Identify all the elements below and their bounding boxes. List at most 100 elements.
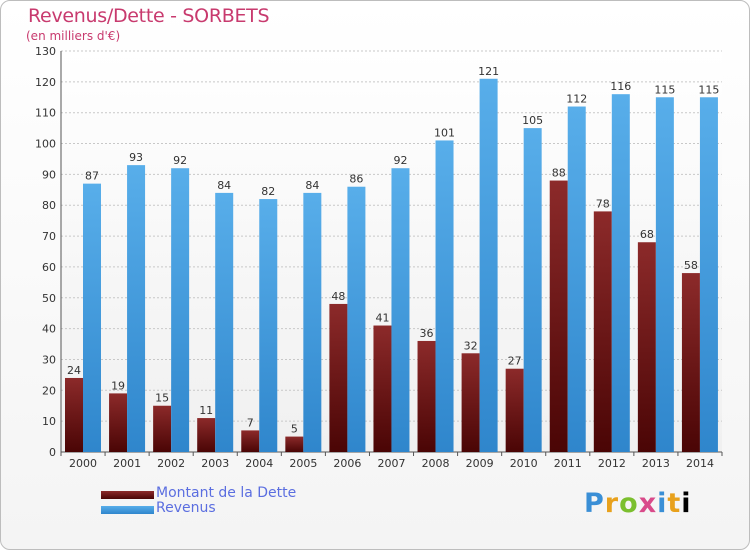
bar-revenus — [303, 192, 322, 452]
y-tick-label: 20 — [42, 384, 56, 397]
value-label: 92 — [393, 154, 407, 167]
value-label: 19 — [111, 379, 125, 392]
value-label: 41 — [375, 312, 389, 325]
bar-dette — [461, 353, 480, 452]
bar-revenus — [127, 165, 146, 452]
value-label: 115 — [698, 83, 719, 96]
y-tick-label: 80 — [42, 199, 56, 212]
bar-dette — [241, 430, 260, 452]
bar-dette — [681, 273, 700, 452]
bar-dette — [153, 405, 172, 452]
legend-label-revenus: Revenus — [156, 500, 216, 516]
x-tick-label: 2001 — [113, 457, 141, 470]
value-label: 78 — [596, 197, 610, 210]
bar-revenus — [391, 168, 410, 452]
bar-dette — [549, 180, 568, 453]
value-label: 27 — [508, 355, 522, 368]
x-tick-label: 2007 — [378, 457, 406, 470]
x-tick-label: 2002 — [157, 457, 185, 470]
bar-revenus — [171, 168, 190, 452]
bar-revenus — [83, 183, 101, 452]
bar-dette — [505, 368, 524, 452]
value-label: 7 — [247, 416, 254, 429]
x-tick-label: 2010 — [510, 457, 538, 470]
x-tick-label: 2003 — [201, 457, 229, 470]
value-label: 36 — [420, 327, 434, 340]
value-label: 87 — [85, 170, 99, 183]
y-tick-label: 110 — [35, 107, 56, 120]
x-tick-label: 2013 — [642, 457, 670, 470]
y-tick-label: 90 — [42, 168, 56, 181]
legend-swatch-revenus — [101, 506, 154, 514]
bar-dette — [285, 436, 304, 452]
value-label: 84 — [305, 179, 319, 192]
value-label: 105 — [522, 114, 543, 127]
y-tick-label: 40 — [42, 323, 56, 336]
value-label: 112 — [566, 93, 587, 106]
bar-dette — [65, 377, 83, 452]
bar-revenus — [655, 97, 674, 453]
y-tick-label: 120 — [35, 76, 56, 89]
bar-dette — [109, 393, 128, 452]
x-tick-label: 2009 — [466, 457, 494, 470]
value-label: 88 — [552, 167, 566, 180]
x-tick-label: 2008 — [422, 457, 450, 470]
y-tick-label: 70 — [42, 230, 56, 243]
y-tick-label: 60 — [42, 261, 56, 274]
value-label: 84 — [217, 179, 231, 192]
legend-swatch-dette — [101, 491, 154, 499]
value-label: 93 — [129, 151, 143, 164]
bar-dette — [637, 242, 656, 452]
bar-revenus — [259, 199, 278, 452]
value-label: 116 — [610, 80, 631, 93]
bar-dette — [593, 211, 612, 452]
x-tick-label: 2000 — [69, 457, 97, 470]
value-label: 32 — [464, 339, 478, 352]
y-tick-label: 0 — [49, 446, 56, 459]
value-label: 101 — [434, 126, 455, 139]
x-tick-label: 2004 — [245, 457, 273, 470]
x-tick-label: 2011 — [554, 457, 582, 470]
value-label: 115 — [654, 83, 675, 96]
y-tick-label: 10 — [42, 415, 56, 428]
y-tick-label: 30 — [42, 353, 56, 366]
value-label: 24 — [67, 364, 81, 377]
bar-revenus — [435, 140, 454, 452]
y-tick-label: 130 — [35, 45, 56, 58]
x-tick-label: 2005 — [289, 457, 317, 470]
bars — [65, 78, 718, 453]
bar-revenus — [567, 106, 586, 453]
y-tick-label: 50 — [42, 292, 56, 305]
bar-revenus — [479, 78, 498, 452]
value-label: 48 — [331, 290, 345, 303]
bar-dette — [373, 325, 392, 452]
bar-revenus — [611, 94, 630, 452]
value-labels: 24 87 19 93 15 92 11 84 7 82 5 84 48 86 41 92 36 101 32 121… — [67, 65, 719, 436]
bar-revenus — [347, 186, 366, 452]
value-label: 58 — [684, 259, 698, 272]
value-label: 86 — [349, 173, 363, 186]
proxiti-logo: Proxiti — [584, 488, 692, 519]
bar-revenus — [523, 128, 542, 452]
y-tick-label: 100 — [35, 138, 56, 151]
value-label: 121 — [478, 65, 499, 78]
chart-title: Revenus/Dette - SORBETS — [28, 5, 270, 27]
x-tick-label: 2006 — [333, 457, 361, 470]
chart-subtitle: (en milliers d'€) — [26, 29, 121, 43]
value-label: 68 — [640, 228, 654, 241]
value-label: 15 — [155, 392, 169, 405]
x-tick-label: 2014 — [686, 457, 714, 470]
bar-dette — [197, 418, 216, 452]
value-label: 5 — [291, 423, 298, 436]
value-label: 82 — [261, 185, 275, 198]
value-label: 11 — [199, 404, 213, 417]
legend-label-dette: Montant de la Dette — [156, 485, 297, 501]
bar-dette — [417, 340, 436, 452]
value-label: 92 — [173, 154, 187, 167]
bar-dette — [329, 303, 348, 452]
bar-revenus — [215, 192, 234, 452]
x-tick-label: 2012 — [598, 457, 626, 470]
bar-revenus — [699, 97, 718, 453]
